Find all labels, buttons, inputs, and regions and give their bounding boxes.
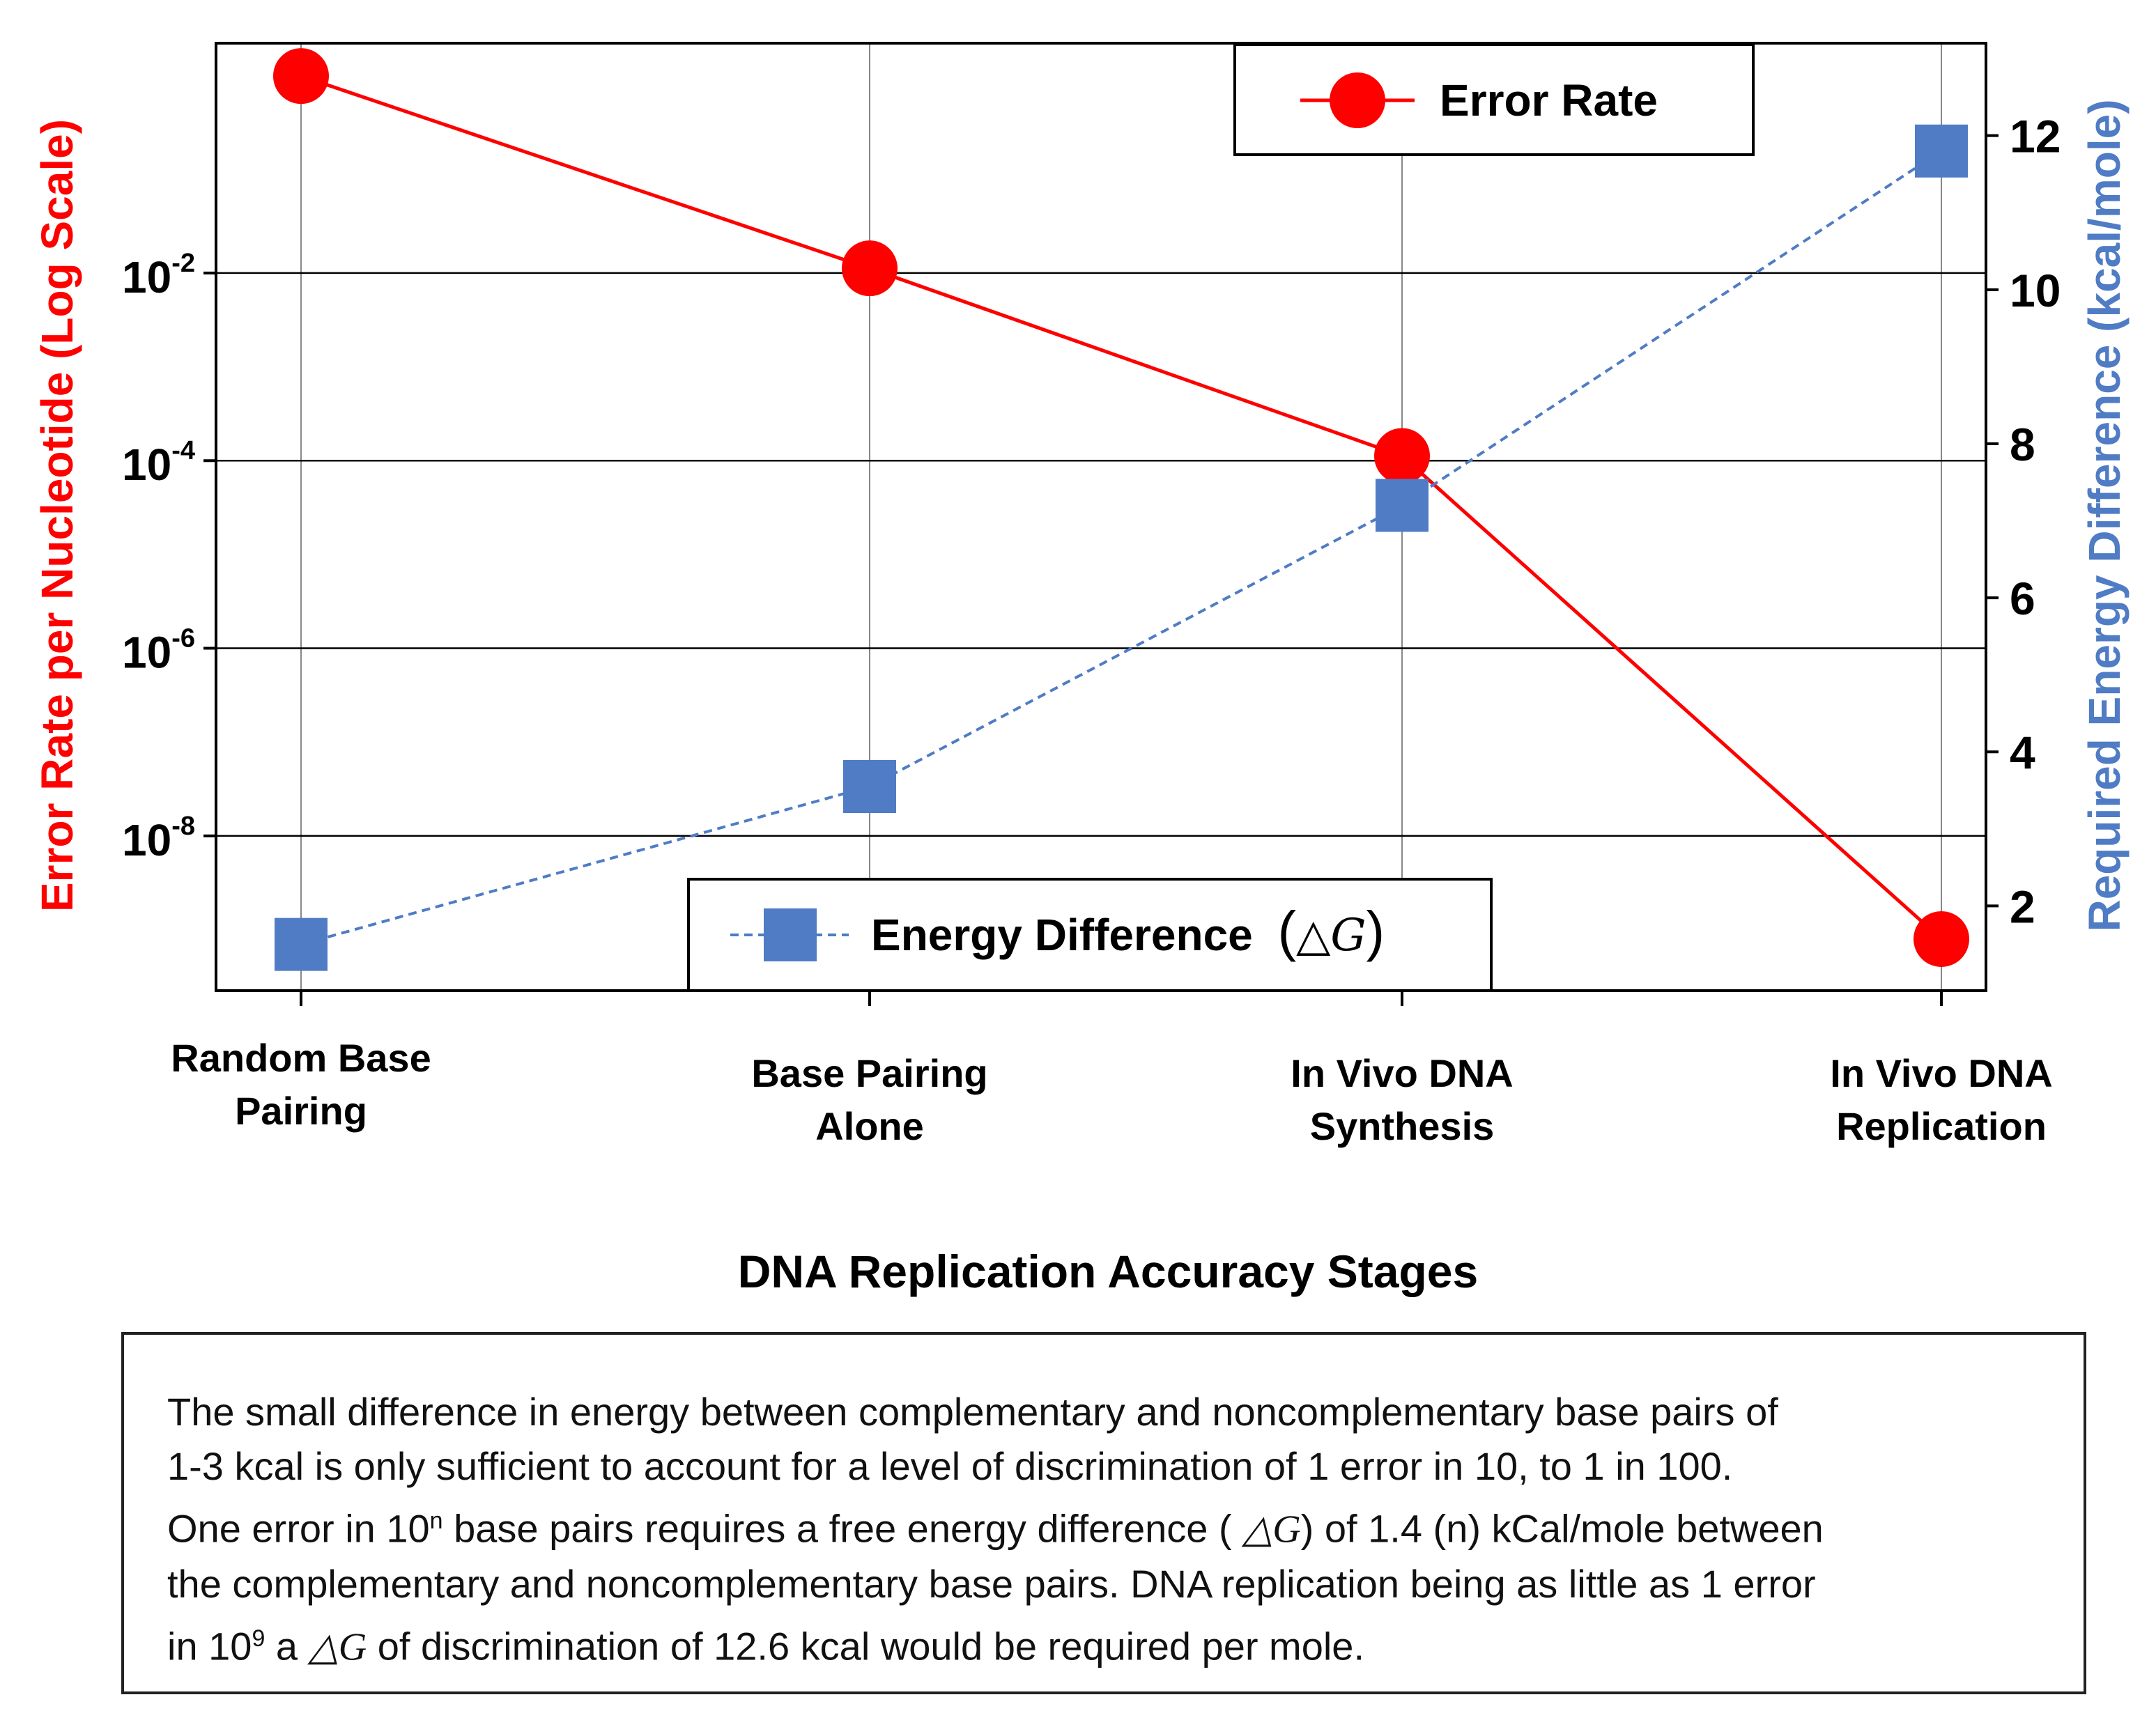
error-rate-point-0	[273, 48, 329, 104]
x-tick-label: In Vivo DNA	[1830, 1051, 2052, 1095]
x-tick-label: Pairing	[235, 1089, 367, 1133]
legend-error-rate: Error Rate	[1233, 43, 1755, 156]
energy-point-1	[843, 759, 896, 813]
explanation-note: The small difference in energy between c…	[121, 1332, 2086, 1694]
energy-series	[275, 124, 1968, 971]
energy-point-3	[1915, 124, 1968, 178]
error-rate-point-2	[1374, 428, 1430, 484]
right-tick-label: 10	[2010, 265, 2061, 316]
x-axis-ticks: Random Base Pairing Base Pairing Alone In Vi…	[171, 991, 2053, 1148]
note-line-3a: One error in 10	[167, 1506, 430, 1551]
note-line-5b: a	[265, 1624, 309, 1668]
delta-g-symbol: △G	[1242, 1508, 1301, 1551]
right-tick-label: 2	[2010, 881, 2035, 932]
right-tick-label: 12	[2010, 111, 2061, 162]
energy-line	[300, 150, 1943, 946]
x-tick-label: Alone	[815, 1104, 924, 1148]
grid	[216, 43, 1986, 991]
note-line-1: The small difference in energy between c…	[167, 1390, 1778, 1434]
note-line-2: 1-3 kcal is only sufficient to account f…	[167, 1444, 1733, 1488]
note-line-5c: of discrimination of 12.6 kcal would be …	[367, 1624, 1364, 1668]
left-tick-label: 10-4	[122, 436, 195, 490]
right-axis-title: Required Energy Difference (kcal/mole)	[2079, 99, 2130, 931]
explanation-text: The small difference in energy between c…	[167, 1385, 2077, 1674]
legend-energy-difference: Energy Difference (△G)	[687, 878, 1493, 992]
left-axis-ticks: 10-2 10-4 10-6 10-8	[122, 249, 216, 865]
legend-energy-label: Energy Difference (△G)	[871, 900, 1385, 962]
x-tick-label: In Vivo DNA	[1291, 1051, 1513, 1095]
chart: 10-2 10-4 10-6 10-8 2 4 6 8 10 12 Random Base Pai…	[32, 42, 2130, 1297]
x-axis-title: DNA Replication Accuracy Stages	[738, 1246, 1478, 1297]
left-axis-title: Error Rate per Nucleotide (Log Scale)	[32, 119, 82, 912]
right-tick-label: 8	[2010, 419, 2035, 470]
note-line-5a: in 10	[167, 1624, 252, 1668]
left-tick-label: 10-2	[122, 249, 195, 302]
x-tick-label: Synthesis	[1310, 1104, 1495, 1148]
error-rate-series	[273, 48, 1969, 967]
x-tick-label: Random Base	[171, 1036, 431, 1080]
legend-energy-marker	[764, 908, 817, 961]
right-tick-label: 6	[2010, 573, 2035, 624]
note-line-3b: base pairs requires a free energy differ…	[442, 1506, 1243, 1551]
left-tick-label: 10-8	[122, 812, 195, 865]
delta-g-symbol: △G	[308, 1625, 367, 1669]
note-exponent-9: 9	[252, 1625, 265, 1652]
error-rate-point-3	[1914, 911, 1969, 967]
error-rate-point-1	[842, 240, 898, 297]
x-tick-label: Base Pairing	[751, 1051, 987, 1095]
x-tick-label: Replication	[1836, 1104, 2047, 1148]
legend-error-marker	[1330, 72, 1385, 128]
note-line-4: the complementary and noncomplementary b…	[167, 1561, 1816, 1606]
legend-energy-box	[687, 878, 1493, 992]
plot-frame	[215, 42, 1987, 992]
right-tick-label: 4	[2010, 727, 2035, 778]
right-axis-ticks: 2 4 6 8 10 12	[1986, 111, 2061, 932]
left-tick-label: 10-6	[122, 624, 195, 678]
note-exponent-n: n	[429, 1508, 443, 1534]
energy-point-0	[275, 917, 328, 971]
energy-point-2	[1376, 479, 1429, 532]
note-line-3c: ) of 1.4 (n) kCal/mole between	[1300, 1506, 1824, 1551]
error-rate-line	[300, 74, 1943, 940]
legend-error-label: Error Rate	[1440, 75, 1658, 125]
